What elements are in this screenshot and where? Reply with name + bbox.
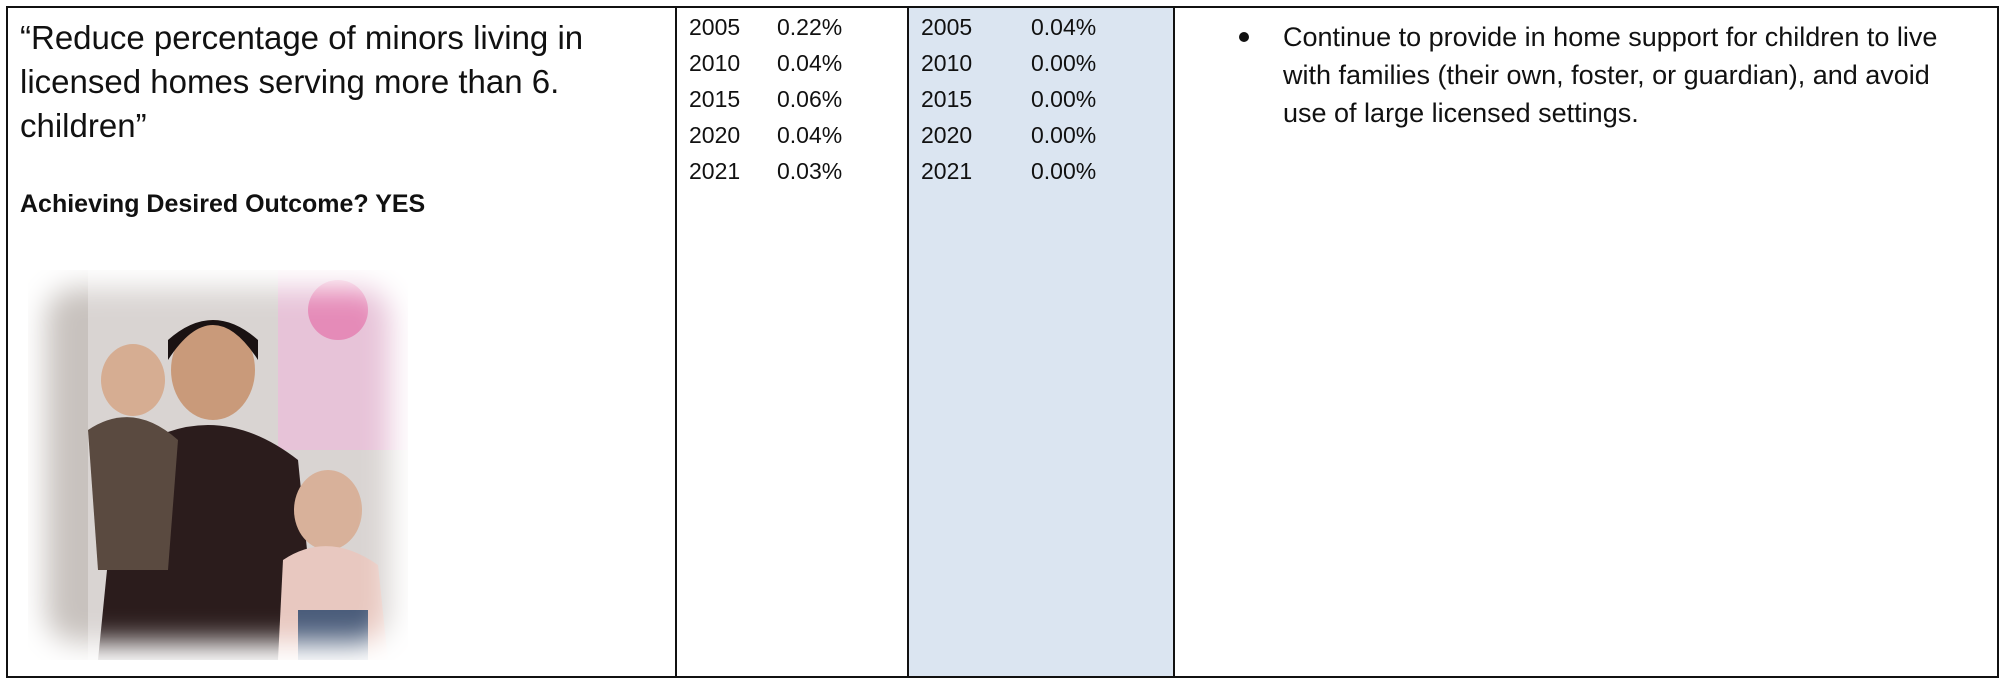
rate-year: 2005 (921, 14, 972, 41)
rate-row: 2010 0.00% (921, 50, 1121, 80)
outcome-cell: “Reduce percentage of minors living in l… (6, 6, 677, 678)
rate-year: 2020 (689, 122, 740, 149)
rate-value: 0.22% (777, 14, 842, 41)
rate-row: 2005 0.22% (689, 14, 889, 44)
rate-row: 2020 0.04% (689, 122, 889, 152)
page: “Reduce percentage of minors living in l… (0, 0, 2005, 681)
rate-value: 0.03% (777, 158, 842, 185)
actions-cell: Continue to provide in home support for … (1173, 6, 1999, 678)
rate-year: 2021 (689, 158, 740, 185)
rate-value: 0.06% (777, 86, 842, 113)
rate-value: 0.00% (1031, 158, 1096, 185)
outcome-status: Achieving Desired Outcome? YES (20, 190, 425, 219)
rate-row: 2021 0.03% (689, 158, 889, 188)
rate-row: 2005 0.04% (921, 14, 1121, 44)
action-item: Continue to provide in home support for … (1175, 18, 1979, 132)
family-photo (28, 270, 408, 660)
rate-row: 2010 0.04% (689, 50, 889, 80)
actions-list: Continue to provide in home support for … (1175, 18, 1979, 132)
rate-row: 2020 0.00% (921, 122, 1121, 152)
rate-value: 0.04% (777, 122, 842, 149)
rate-year: 2021 (921, 158, 972, 185)
rate-year: 2005 (689, 14, 740, 41)
rate-year: 2010 (921, 50, 972, 77)
rate-year: 2015 (921, 86, 972, 113)
rate-year: 2015 (689, 86, 740, 113)
rate-year: 2010 (689, 50, 740, 77)
rate-value: 0.00% (1031, 122, 1096, 149)
rate-value: 0.04% (777, 50, 842, 77)
outcome-quote: “Reduce percentage of minors living in l… (20, 16, 650, 148)
rate-value: 0.00% (1031, 50, 1096, 77)
rate-row: 2015 0.06% (689, 86, 889, 116)
rate-year: 2020 (921, 122, 972, 149)
rates-column-a: 2005 0.22% 2010 0.04% 2015 0.06% 2020 0.04% 2021… (675, 6, 909, 678)
rate-row: 2015 0.00% (921, 86, 1121, 116)
rate-value: 0.04% (1031, 14, 1096, 41)
rate-row: 2021 0.00% (921, 158, 1121, 188)
rate-value: 0.00% (1031, 86, 1096, 113)
